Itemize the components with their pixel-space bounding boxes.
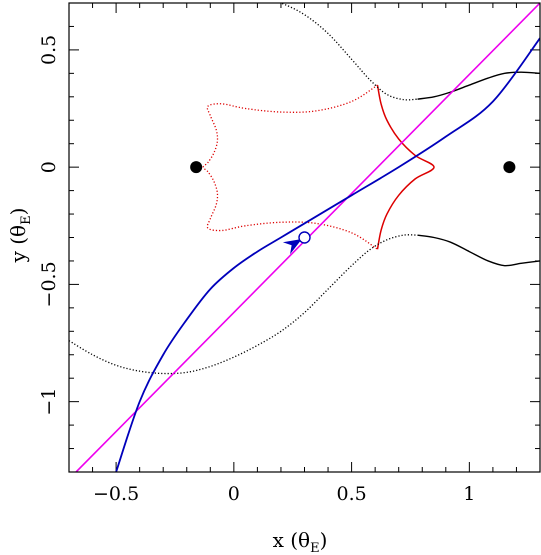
marker-layer: [190, 161, 516, 255]
plot-frame: [68, 2, 541, 473]
critical-curve-upper-solid: [417, 71, 540, 100]
caustic-solid-curve: [376, 84, 435, 250]
trajectory-direction-arrow: [282, 239, 302, 255]
x-tick-label: 0.5: [336, 483, 366, 505]
y-tick-label: −0.5: [38, 261, 60, 307]
y-axis-label: y (θE): [6, 208, 34, 264]
y-tick-label: 0: [38, 161, 60, 173]
tick-labels: −0.5 0 0.5 1 0.5 0 −0.5 −1: [38, 35, 475, 505]
y-tick-label: 0.5: [38, 35, 60, 65]
x-tick-label: 1: [463, 483, 475, 505]
x-axis-label: x (θE): [273, 528, 328, 555]
x-tick-label: 0: [228, 483, 240, 505]
source-position-marker: [298, 231, 311, 244]
lens-point: [190, 161, 203, 174]
caustic-dotted-curve: [202, 84, 378, 250]
lens-point: [503, 161, 516, 174]
critical-curve-lower-dotted: [69, 234, 418, 375]
series-layer: [69, 3, 540, 472]
source-trajectory: [115, 37, 540, 472]
plot-area: [69, 3, 540, 472]
x-tick-label: −0.5: [93, 483, 139, 505]
critical-curve-lower-solid: [417, 234, 540, 267]
critical-curve-upper-dotted: [279, 3, 418, 101]
y-tick-label: −1: [38, 388, 60, 416]
